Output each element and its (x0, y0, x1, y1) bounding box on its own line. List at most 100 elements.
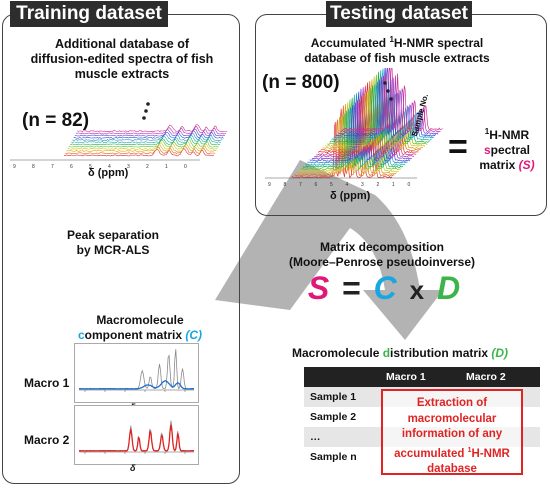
spectrum-trace (65, 145, 216, 155)
extract-line4-post: H-NMR (471, 447, 510, 460)
x-tick-label: 9 (268, 182, 271, 188)
x-tick-label: 5 (89, 164, 92, 170)
peak-separation-label: Peak separation by MCR-ALS (58, 228, 168, 258)
x-tick-label: 0 (184, 164, 187, 170)
eq-d: D (437, 270, 463, 306)
table-header-macro2: Macro 2 (460, 367, 540, 387)
matrix-sup: 1 (484, 127, 490, 136)
macro1-label: Macro 1 (24, 376, 70, 390)
x-tick-label: 7 (51, 164, 54, 170)
ellipsis-dot (142, 116, 146, 120)
component-trace (78, 424, 195, 452)
spectrum-trace (77, 124, 228, 133)
row-label: Sample n (304, 447, 380, 467)
peak-sep-line1: Peak separation (66, 228, 160, 242)
decomposition-line2: (Moore–Penrose pseudoinverse) (288, 255, 476, 269)
testing-x-axis: 9 8 7 6 5 4 3 2 1 0 (265, 177, 417, 188)
training-db-line3: muscle extracts (74, 67, 170, 81)
ellipsis-dot (386, 89, 390, 93)
macro-title-line1: Macromolecule (96, 313, 184, 327)
ellipsis-dot (146, 102, 150, 106)
macro-title-rest: omponent matrix (84, 328, 186, 342)
training-db-description: Additional database of diffusion-edited … (12, 37, 232, 82)
row-label: Sample 1 (304, 387, 380, 407)
spectrum-trace (75, 125, 227, 135)
row-label: Sample 2 (304, 407, 380, 427)
extract-line5: database (427, 462, 477, 475)
spectrum-trace (66, 143, 217, 152)
training-db-line2: diffusion-edited spectra of fish (30, 52, 214, 66)
spectrum-trace (71, 134, 222, 144)
extract-line1: Extraction of (416, 397, 488, 409)
green-d-letter: d (382, 346, 391, 360)
testing-db-line2: database of fish muscle extracts (304, 51, 490, 65)
testing-n-label: (n = 800) (262, 72, 340, 93)
testing-db-description: Accumulated 1H-NMR spectral database of … (262, 32, 532, 66)
x-tick-label: 8 (32, 164, 35, 170)
matrix-line3: matrix (S) (470, 158, 544, 173)
x-tick-label: 1 (392, 182, 395, 188)
eq-x: x (409, 275, 427, 305)
d-matrix-symbol: (D) (491, 346, 509, 360)
extract-line4: accumulated 1H-NMR (383, 443, 521, 462)
extract-line3: information of any (401, 428, 503, 440)
component-trace (78, 380, 195, 390)
matrix-line1: 1H-NMR (470, 124, 544, 143)
ellipsis-dot (383, 81, 387, 85)
testing-db-line1: Accumulated 1H-NMR spectral (262, 32, 532, 51)
eq-s: S (307, 270, 332, 306)
accum-pre: Accumulated (310, 36, 390, 50)
x-tick-label: 2 (377, 182, 380, 188)
macro1-spectrum-frame (74, 343, 199, 403)
training-stacked-spectra (63, 102, 228, 157)
testing-title: Testing dataset (326, 1, 472, 27)
macro2-spectrum-frame (74, 405, 199, 465)
magenta-s-letter: s (483, 143, 491, 157)
matrix-line3-text: matrix (479, 158, 519, 172)
ellipsis-dot (144, 109, 148, 113)
x-tick-label: 9 (13, 164, 16, 170)
spectrum-trace (68, 139, 219, 148)
extract-line4-pre: accumulated (394, 447, 468, 460)
ellipsis-dot (389, 97, 393, 101)
extract-line2: macromolecular (407, 412, 497, 425)
macro2-label: Macro 2 (24, 433, 70, 447)
distribution-title: Macromolecule distribution matrix (D) (292, 346, 508, 360)
decomposition-line1: Matrix decomposition (319, 240, 444, 254)
training-title: Training dataset (10, 1, 168, 27)
spectrum-trace (73, 130, 224, 139)
matrix-line2-text: pectral (490, 143, 531, 157)
dist-title-pre: Macromolecule (292, 346, 383, 360)
cyan-c-letter: c (77, 328, 85, 342)
x-tick-label: 5 (330, 182, 333, 188)
training-db-line1: Additional database of (54, 37, 190, 51)
macro1-spectrum (78, 349, 195, 392)
accum-sup: 1 (389, 35, 394, 44)
decomposition-equation: S = C x D (295, 270, 475, 307)
eq-equals: = (342, 270, 363, 306)
x-tick-label: 7 (299, 182, 302, 188)
accum-post: H-NMR spectral (393, 36, 484, 50)
x-tick-label: 2 (146, 164, 149, 170)
peak-sep-line2: by MCR-ALS (76, 243, 150, 257)
table-header-macro1: Macro 1 (380, 367, 460, 387)
row-label: … (304, 427, 380, 447)
spectrum-trace (69, 136, 221, 146)
macro2-spectrum (78, 420, 195, 454)
spectrum-trace (342, 68, 443, 131)
macro2-delta: δ (130, 463, 136, 473)
table-header-blank (304, 367, 380, 387)
x-tick-label: 4 (108, 164, 111, 170)
spectrum-trace (63, 148, 215, 157)
extract-sup: 1 (467, 446, 472, 454)
x-tick-label: 6 (70, 164, 73, 170)
macro-title-line2: component matrix (C) (55, 328, 225, 343)
x-tick-label: 4 (346, 182, 349, 188)
matrix-line2: spectral (470, 143, 544, 158)
spectrum-trace (67, 140, 218, 150)
spectral-matrix-label: 1H-NMR spectral matrix (S) (470, 124, 544, 173)
extraction-box: Extraction of macromolecular information… (381, 389, 523, 475)
x-tick-label: 6 (315, 182, 318, 188)
s-matrix-symbol: (S) (518, 158, 535, 172)
eq-c: C (373, 270, 399, 306)
